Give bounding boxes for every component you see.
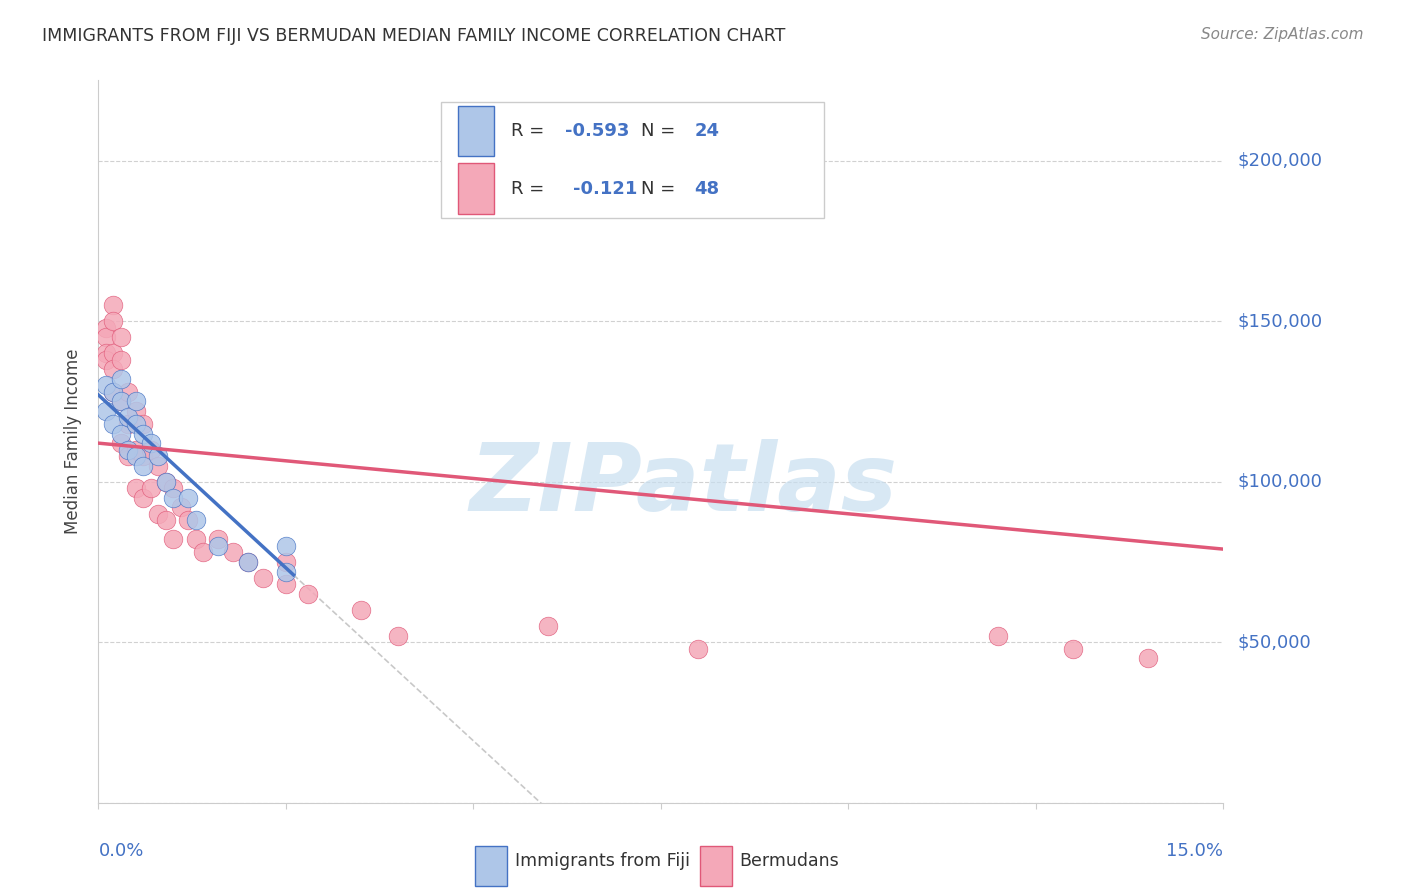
- Point: [222, 545, 245, 559]
- Point: [148, 507, 170, 521]
- Point: [110, 394, 132, 409]
- Point: [125, 404, 148, 418]
- Point: [103, 298, 125, 312]
- Text: $50,000: $50,000: [1237, 633, 1310, 651]
- Bar: [458, 105, 495, 156]
- Point: [110, 330, 132, 344]
- Text: ZIPatlas: ZIPatlas: [470, 439, 897, 531]
- Bar: [475, 847, 506, 886]
- Point: [387, 629, 409, 643]
- Point: [162, 491, 184, 505]
- Point: [110, 426, 132, 441]
- Point: [103, 384, 125, 399]
- Text: 0.0%: 0.0%: [98, 842, 143, 860]
- Point: [155, 475, 177, 489]
- Text: R =: R =: [512, 122, 550, 140]
- Point: [94, 404, 117, 418]
- Text: $100,000: $100,000: [1237, 473, 1322, 491]
- Point: [132, 426, 155, 441]
- Text: IMMIGRANTS FROM FIJI VS BERMUDAN MEDIAN FAMILY INCOME CORRELATION CHART: IMMIGRANTS FROM FIJI VS BERMUDAN MEDIAN …: [42, 27, 786, 45]
- Text: Bermudans: Bermudans: [740, 852, 839, 870]
- Point: [170, 500, 193, 515]
- Text: R =: R =: [512, 179, 555, 198]
- Point: [132, 458, 155, 473]
- Point: [139, 481, 162, 495]
- Point: [184, 533, 207, 547]
- Point: [139, 436, 162, 450]
- Point: [117, 449, 139, 463]
- Point: [103, 314, 125, 328]
- Point: [103, 417, 125, 431]
- Point: [148, 458, 170, 473]
- Point: [252, 571, 274, 585]
- Text: $150,000: $150,000: [1237, 312, 1322, 330]
- Point: [274, 565, 297, 579]
- Text: -0.121: -0.121: [574, 179, 637, 198]
- Point: [155, 513, 177, 527]
- Text: 24: 24: [695, 122, 720, 140]
- Point: [94, 320, 117, 334]
- Point: [177, 491, 200, 505]
- Point: [238, 555, 260, 569]
- Text: Immigrants from Fiji: Immigrants from Fiji: [515, 852, 689, 870]
- Point: [110, 372, 132, 386]
- Point: [350, 603, 373, 617]
- Point: [297, 587, 319, 601]
- Point: [94, 330, 117, 344]
- Point: [184, 513, 207, 527]
- Point: [207, 533, 229, 547]
- Point: [177, 513, 200, 527]
- Point: [117, 410, 139, 425]
- Point: [139, 442, 162, 457]
- Point: [274, 555, 297, 569]
- Point: [155, 475, 177, 489]
- Text: 15.0%: 15.0%: [1166, 842, 1223, 860]
- Point: [132, 417, 155, 431]
- Point: [193, 545, 215, 559]
- Point: [987, 629, 1010, 643]
- Point: [125, 417, 148, 431]
- Point: [94, 346, 117, 360]
- Point: [238, 555, 260, 569]
- Point: [103, 384, 125, 399]
- FancyBboxPatch shape: [441, 102, 824, 218]
- Point: [132, 491, 155, 505]
- Bar: [458, 163, 495, 214]
- Point: [110, 352, 132, 367]
- Point: [162, 481, 184, 495]
- Bar: [700, 847, 731, 886]
- Text: N =: N =: [641, 179, 681, 198]
- Point: [148, 449, 170, 463]
- Y-axis label: Median Family Income: Median Family Income: [65, 349, 83, 534]
- Point: [117, 384, 139, 399]
- Point: [94, 352, 117, 367]
- Text: 48: 48: [695, 179, 720, 198]
- Text: -0.593: -0.593: [565, 122, 630, 140]
- Point: [103, 362, 125, 376]
- Text: $200,000: $200,000: [1237, 152, 1322, 169]
- Point: [125, 394, 148, 409]
- Point: [688, 641, 710, 656]
- Text: N =: N =: [641, 122, 681, 140]
- Point: [117, 442, 139, 457]
- Point: [94, 378, 117, 392]
- Point: [1137, 651, 1160, 665]
- Point: [274, 539, 297, 553]
- Point: [132, 449, 155, 463]
- Point: [1062, 641, 1084, 656]
- Point: [110, 436, 132, 450]
- Point: [110, 394, 132, 409]
- Point: [125, 442, 148, 457]
- Point: [103, 346, 125, 360]
- Point: [274, 577, 297, 591]
- Point: [537, 619, 560, 633]
- Point: [125, 481, 148, 495]
- Point: [207, 539, 229, 553]
- Point: [162, 533, 184, 547]
- Point: [125, 449, 148, 463]
- Point: [117, 417, 139, 431]
- Text: Source: ZipAtlas.com: Source: ZipAtlas.com: [1201, 27, 1364, 42]
